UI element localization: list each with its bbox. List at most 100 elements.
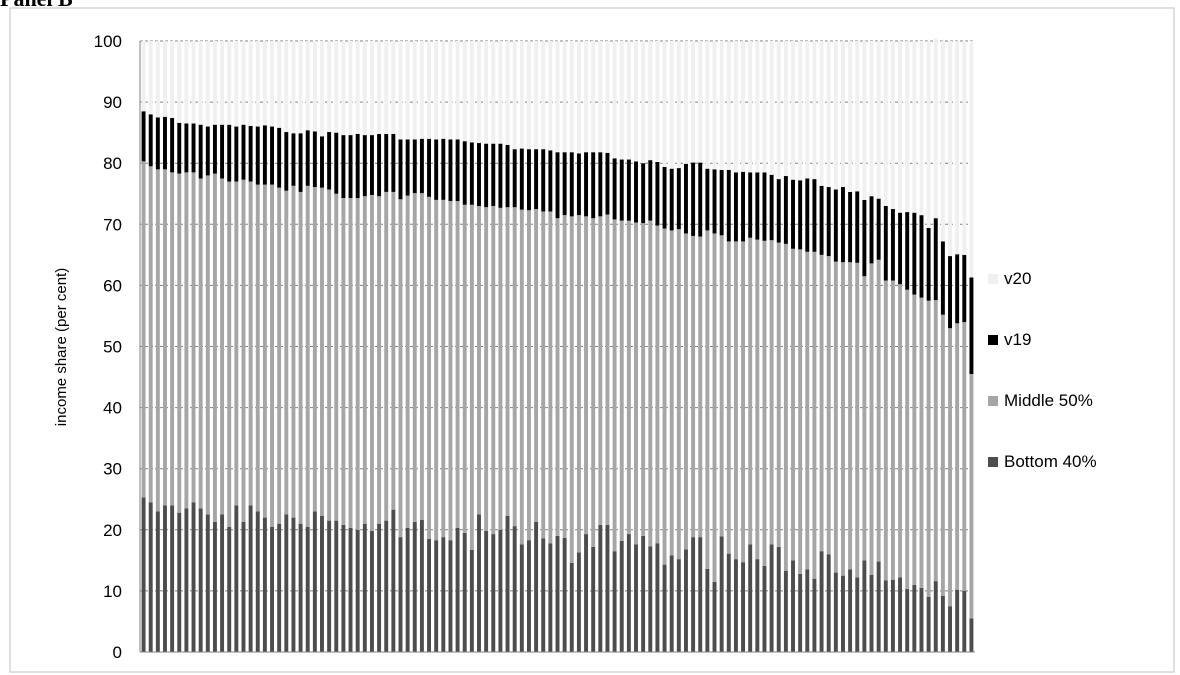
bar-segment-bottom xyxy=(733,559,738,652)
bar-segment-v20 xyxy=(841,41,845,188)
bar-segment-v20 xyxy=(170,41,175,118)
bar-segment-v19 xyxy=(477,143,481,206)
bar-segment-v20 xyxy=(234,41,239,127)
bar-segment-middle xyxy=(898,284,903,578)
axes: 0 10 20 30 40 50 60 70 80 90 100 xyxy=(94,32,975,662)
bar-segment-v20 xyxy=(541,41,546,150)
bar-segment-bottom xyxy=(241,521,246,652)
bar-segment-bottom xyxy=(798,573,803,652)
bar-segment-bottom xyxy=(234,505,239,652)
bar-segment-v19 xyxy=(833,189,838,262)
bar-segment-v19 xyxy=(505,144,510,208)
bar-segment-middle xyxy=(719,235,724,537)
bar-segment-v20 xyxy=(619,41,624,160)
bar-segment-middle xyxy=(969,374,974,619)
bar-segment-v19 xyxy=(220,124,225,179)
bar-segment-bottom xyxy=(541,538,546,652)
bar-segment-bottom xyxy=(391,509,396,652)
bar-segment-middle xyxy=(477,205,481,515)
bar-segment-bottom xyxy=(619,540,624,652)
bar-segment-v20 xyxy=(241,41,246,125)
bar-segment-v20 xyxy=(341,41,346,136)
bar-segment-middle xyxy=(334,193,339,521)
bar-segment-middle xyxy=(484,207,489,532)
bar-segment-middle xyxy=(705,230,710,569)
bar-segment-middle xyxy=(841,262,845,576)
bar-segment-v19 xyxy=(948,256,952,329)
bar-segment-bottom xyxy=(562,537,567,652)
bar-segment-middle xyxy=(783,243,788,571)
bar-segment-middle xyxy=(320,187,324,516)
bar-segment-middle xyxy=(684,233,688,550)
y-tick-label: 70 xyxy=(103,215,122,234)
bar-segment-v20 xyxy=(676,41,681,169)
bar-segment-middle xyxy=(905,289,910,590)
bar-segment-middle xyxy=(291,185,296,518)
bar-segment-middle xyxy=(548,211,553,544)
bar-segment-v19 xyxy=(805,178,810,252)
bar-segment-v20 xyxy=(591,41,596,153)
bar-segment-v19 xyxy=(391,133,396,192)
bar-segment-v19 xyxy=(791,179,795,249)
bar-segment-bottom xyxy=(812,578,817,652)
bar-segment-bottom xyxy=(962,590,967,652)
bar-segment-v20 xyxy=(362,41,367,136)
bars xyxy=(141,38,974,653)
bar-segment-bottom xyxy=(662,564,667,652)
bar-segment-v19 xyxy=(512,149,517,208)
bar-segment-v19 xyxy=(412,139,417,194)
legend-swatch-middle xyxy=(988,396,998,406)
bar-segment-bottom xyxy=(298,523,303,652)
bar-segment-v19 xyxy=(484,143,489,208)
plot-frame xyxy=(9,7,1175,673)
bar-segment-v19 xyxy=(705,168,710,231)
bar-segment-v19 xyxy=(933,218,938,301)
bar-segment-middle xyxy=(455,201,460,528)
bar-segment-v20 xyxy=(769,41,774,175)
bar-segment-v19 xyxy=(719,169,724,236)
bar-segment-v19 xyxy=(562,152,567,216)
bar-segment-v20 xyxy=(955,41,960,255)
bar-segment-v20 xyxy=(248,41,253,126)
bar-segment-bottom xyxy=(598,524,603,652)
bar-segment-bottom xyxy=(648,546,653,652)
bar-segment-bottom xyxy=(955,589,960,652)
bar-segment-v20 xyxy=(969,41,974,278)
bar-segment-middle xyxy=(698,236,703,538)
bar-segment-middle xyxy=(469,204,474,550)
bar-segment-middle xyxy=(776,242,781,547)
bar-segment-middle xyxy=(141,161,146,498)
bar-segment-v20 xyxy=(227,41,232,125)
bar-segment-middle xyxy=(512,207,517,527)
bar-segment-v20 xyxy=(141,41,146,112)
bar-segment-v19 xyxy=(883,205,888,281)
bar-segment-v19 xyxy=(576,153,581,216)
bar-segment-middle xyxy=(184,172,189,509)
bar-segment-v19 xyxy=(262,125,267,185)
bar-segment-v20 xyxy=(448,41,453,140)
bar-segment-v20 xyxy=(377,41,382,134)
bar-segment-bottom xyxy=(576,552,581,652)
bar-segment-v19 xyxy=(955,254,960,324)
bar-segment-v19 xyxy=(212,124,217,174)
bar-segment-v20 xyxy=(205,41,210,127)
bar-segment-bottom xyxy=(783,570,788,652)
bar-segment-v20 xyxy=(327,41,332,133)
bar-segment-middle xyxy=(277,187,282,524)
y-tick-label: 60 xyxy=(103,276,122,295)
bar-segment-bottom xyxy=(712,581,717,652)
bar-segment-bottom xyxy=(498,529,503,652)
bar-segment-middle xyxy=(534,209,539,522)
bar-segment-v19 xyxy=(912,212,917,295)
bar-segment-middle xyxy=(270,184,274,527)
bar-segment-middle xyxy=(933,300,938,582)
bar-segment-bottom xyxy=(455,527,460,652)
bar-segment-v20 xyxy=(919,41,924,216)
bar-segment-bottom xyxy=(762,565,767,652)
bar-segment-v19 xyxy=(819,185,824,255)
bar-segment-v20 xyxy=(477,41,481,144)
bar-segment-v19 xyxy=(669,168,674,231)
bar-segment-bottom xyxy=(569,562,574,652)
bar-segment-bottom xyxy=(198,508,203,652)
bar-segment-v19 xyxy=(448,139,453,202)
